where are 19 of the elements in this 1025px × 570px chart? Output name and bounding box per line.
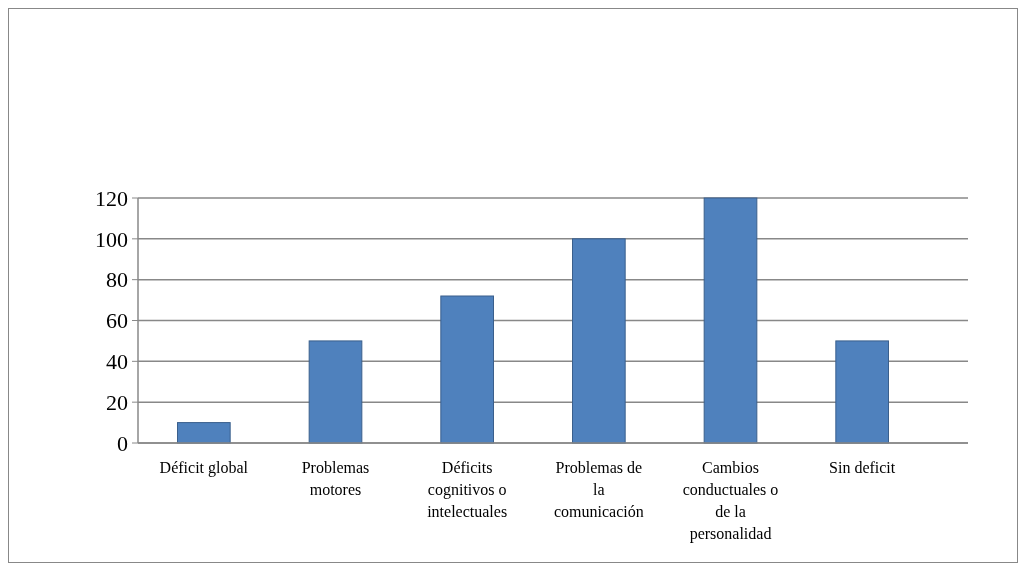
bar <box>308 340 363 444</box>
y-tick-label: 40 <box>106 349 128 375</box>
x-tick-label: Problemas motores <box>301 459 370 498</box>
x-tick-label: Sin deficit <box>829 459 896 476</box>
bar <box>703 197 758 444</box>
bar <box>177 422 231 444</box>
bar <box>440 295 494 444</box>
bar <box>572 238 626 444</box>
x-tick-label: Déficit global <box>159 459 249 477</box>
y-tick-label: 60 <box>106 308 128 334</box>
y-tick-label: 80 <box>106 267 128 293</box>
y-tick-label: 120 <box>95 185 128 211</box>
bar <box>835 340 889 444</box>
x-tick-label: Déficits cognitivos o intelectuales <box>427 459 508 520</box>
y-tick-label: 0 <box>117 430 128 456</box>
y-tick-label: 20 <box>106 389 128 415</box>
y-tick-label: 100 <box>95 226 128 252</box>
x-tick-label: Problemas de la comunicación <box>553 459 644 520</box>
x-tick-label: Cambios conductuales o de la personalidad <box>682 459 779 543</box>
